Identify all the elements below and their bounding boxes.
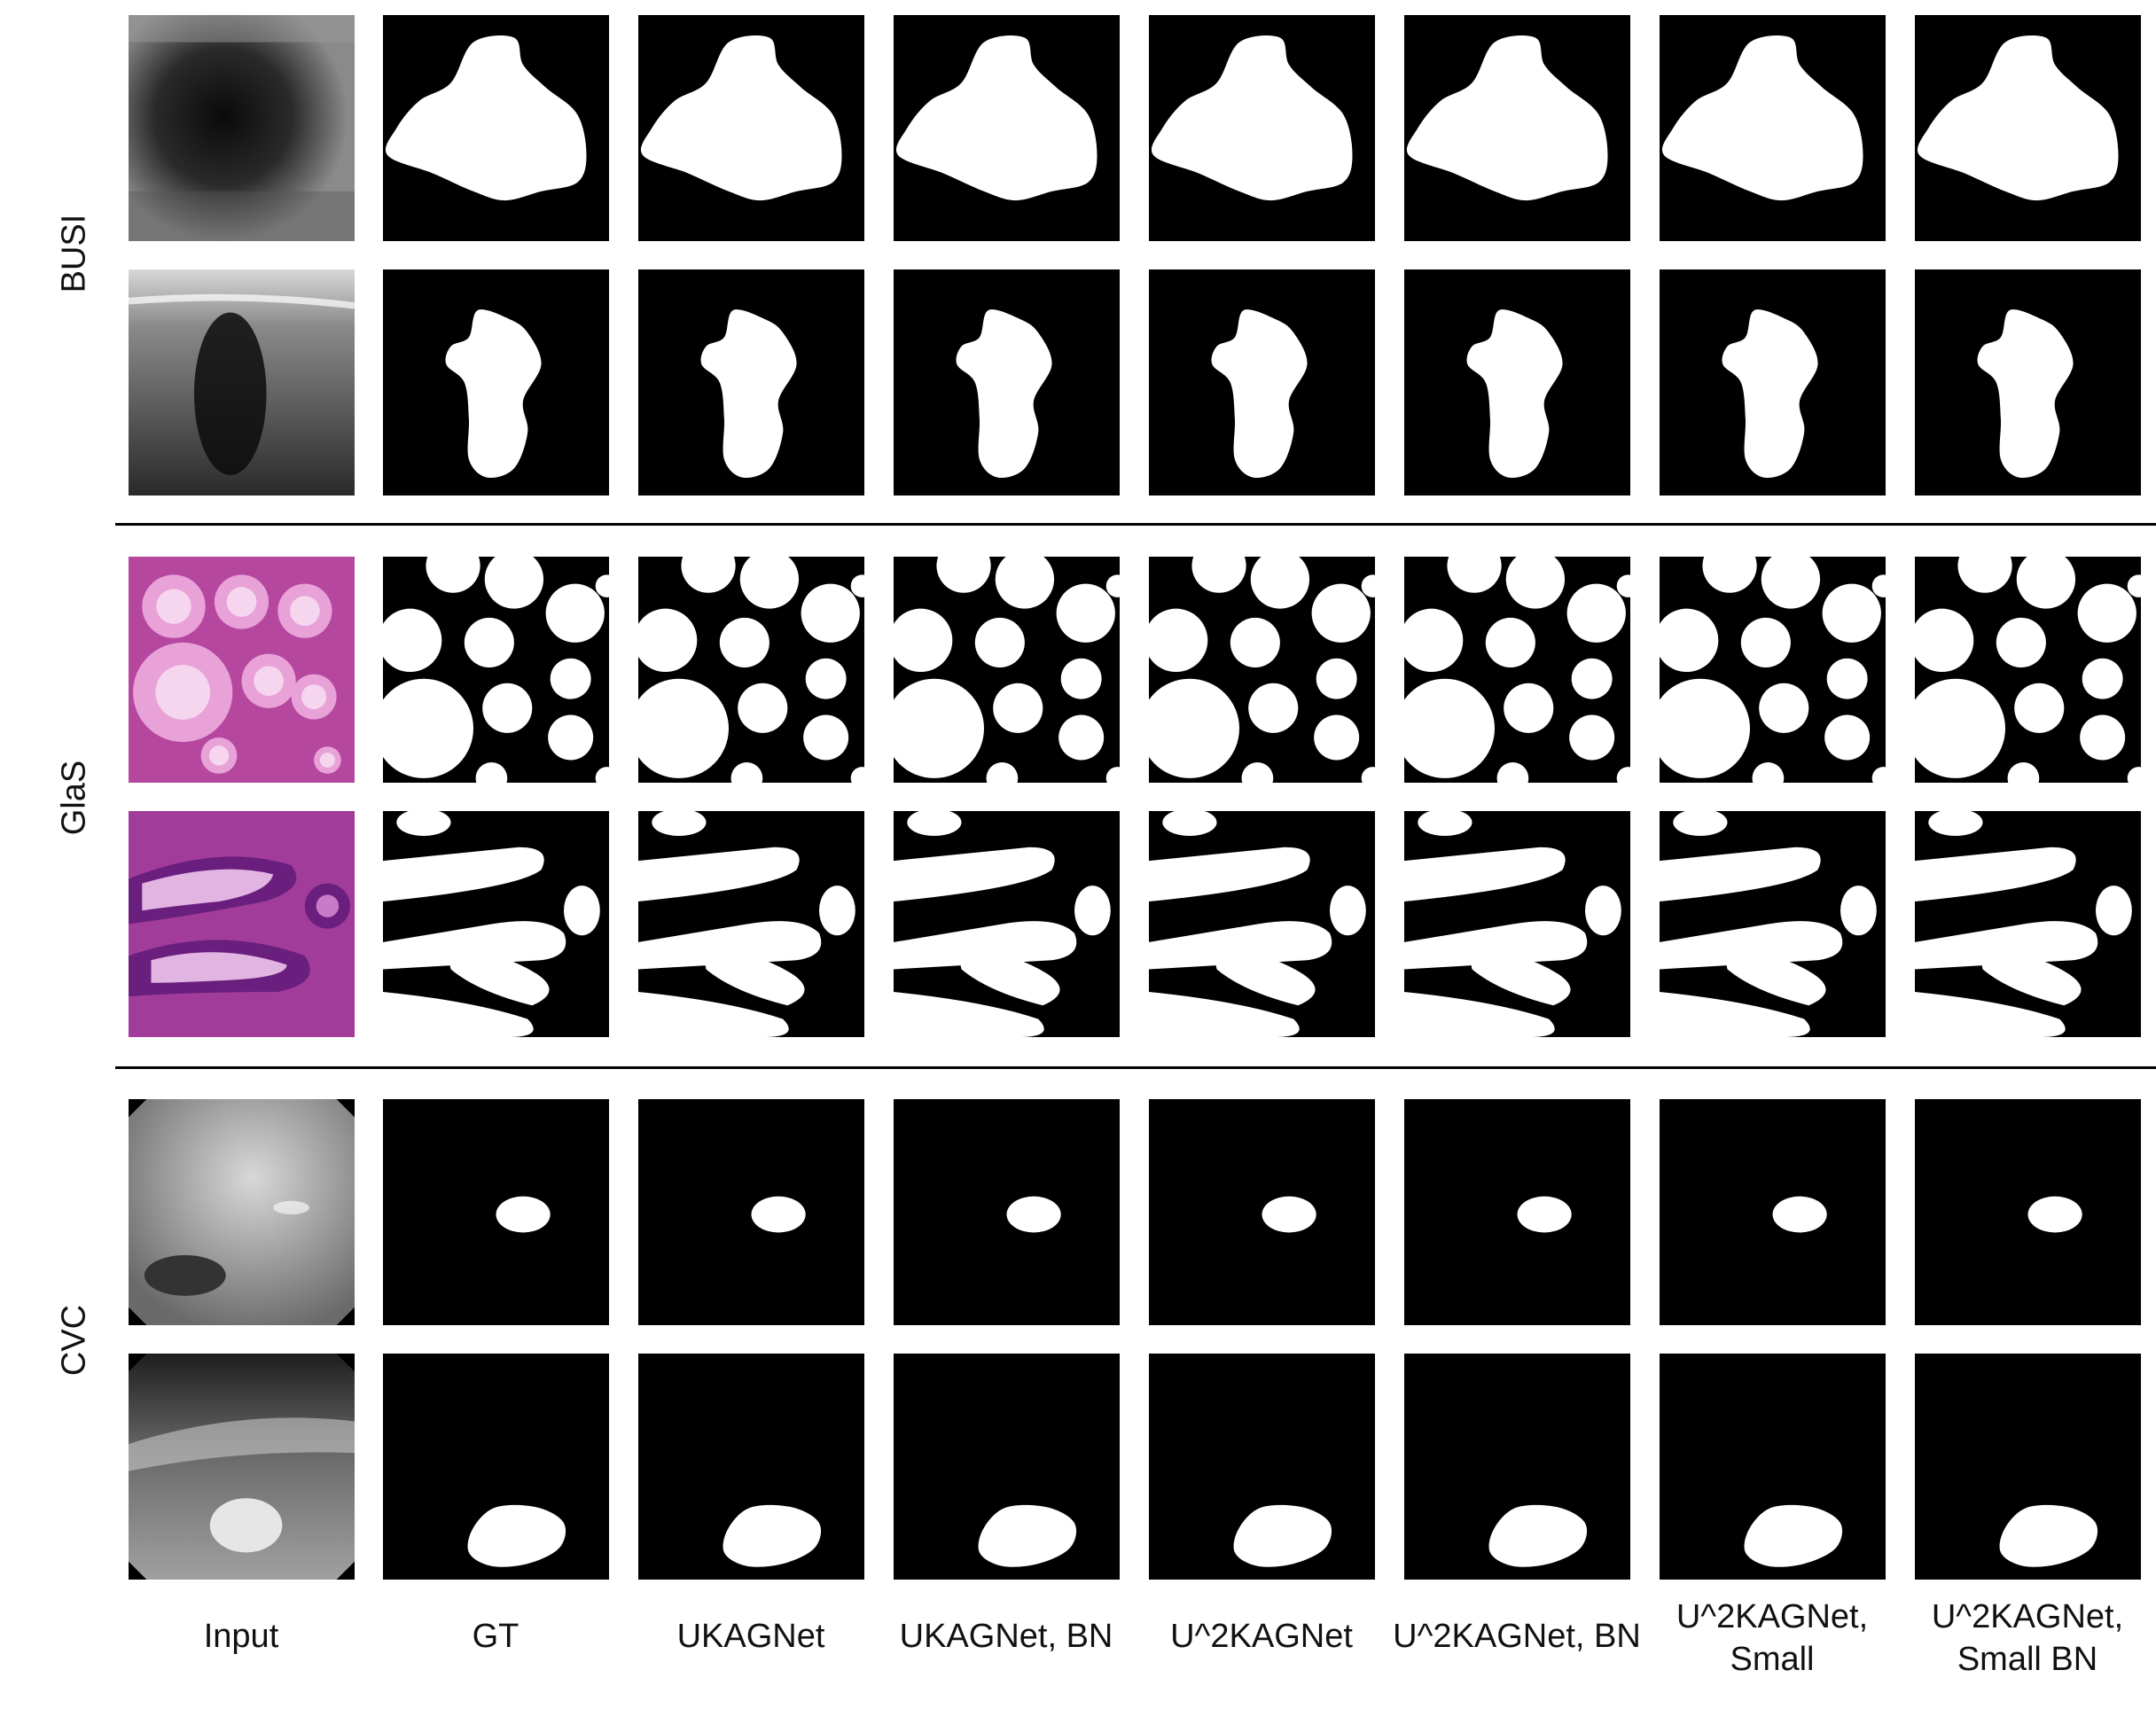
segmentation-mask-busi <box>1915 15 2141 241</box>
segmentation-mask-cvc <box>1915 1099 2141 1325</box>
column-label: GT <box>472 1618 519 1655</box>
row-label-glas: GlaS <box>55 760 93 836</box>
segmentation-mask-cvc <box>383 1099 609 1325</box>
segmentation-mask-glas <box>1404 557 1630 783</box>
segmentation-mask-busi <box>1404 269 1630 496</box>
segmentation-mask-cvc <box>894 1099 1120 1325</box>
row-label-busi: BUSI <box>55 214 93 293</box>
input-image-cvc <box>129 1099 355 1325</box>
segmentation-mask-busi <box>1404 15 1630 241</box>
segmentation-mask-busi <box>1915 269 2141 496</box>
input-image-busi <box>129 269 355 496</box>
segmentation-mask-cvc <box>1149 1354 1375 1580</box>
segmentation-mask-glas <box>638 811 864 1037</box>
input-image-cvc <box>129 1354 355 1580</box>
input-image-busi <box>129 15 355 241</box>
column-label: U^2KAGNet, Small <box>1676 1598 1869 1678</box>
segmentation-mask-cvc <box>1404 1354 1630 1580</box>
segmentation-mask-glas <box>894 811 1120 1037</box>
segmentation-mask-cvc <box>383 1354 609 1580</box>
segmentation-mask-busi <box>1660 15 1886 241</box>
segmentation-mask-glas <box>1660 557 1886 783</box>
column-label: UKAGNet, BN <box>899 1618 1113 1655</box>
segmentation-mask-busi <box>638 269 864 496</box>
segmentation-mask-busi <box>638 15 864 241</box>
segmentation-mask-busi <box>894 15 1120 241</box>
segmentation-mask-glas <box>894 557 1120 783</box>
column-label: UKAGNet <box>676 1618 825 1655</box>
segmentation-mask-busi <box>1660 269 1886 496</box>
column-label: U^2KAGNet, Small BN <box>1931 1598 2124 1678</box>
segmentation-mask-glas <box>638 557 864 783</box>
segmentation-mask-glas <box>1660 811 1886 1037</box>
segmentation-mask-glas <box>383 811 609 1037</box>
segmentation-mask-cvc <box>894 1354 1120 1580</box>
column-label: U^2KAGNet <box>1170 1618 1353 1655</box>
column-label: U^2KAGNet, BN <box>1393 1618 1641 1655</box>
segmentation-mask-cvc <box>1404 1099 1630 1325</box>
segmentation-mask-cvc <box>1660 1354 1886 1580</box>
segmentation-mask-busi <box>1149 269 1375 496</box>
segmentation-mask-cvc <box>638 1099 864 1325</box>
segmentation-mask-glas <box>1149 557 1375 783</box>
input-image-glas <box>129 811 355 1037</box>
segmentation-mask-cvc <box>1149 1099 1375 1325</box>
segmentation-mask-glas <box>383 557 609 783</box>
segmentation-mask-glas <box>1915 811 2141 1037</box>
segmentation-mask-busi <box>894 269 1120 496</box>
segmentation-mask-cvc <box>1660 1099 1886 1325</box>
segmentation-mask-glas <box>1404 811 1630 1037</box>
segmentation-mask-busi <box>1149 15 1375 241</box>
segmentation-mask-busi <box>383 15 609 241</box>
segmentation-mask-cvc <box>1915 1354 2141 1580</box>
dataset-separator <box>115 1066 2156 1069</box>
column-label: Input <box>203 1618 279 1655</box>
segmentation-mask-busi <box>383 269 609 496</box>
segmentation-mask-glas <box>1915 557 2141 783</box>
segmentation-mask-glas <box>1149 811 1375 1037</box>
dataset-separator <box>115 523 2156 526</box>
segmentation-mask-cvc <box>638 1354 864 1580</box>
row-label-cvc: CVC <box>55 1304 93 1377</box>
input-image-glas <box>129 557 355 783</box>
